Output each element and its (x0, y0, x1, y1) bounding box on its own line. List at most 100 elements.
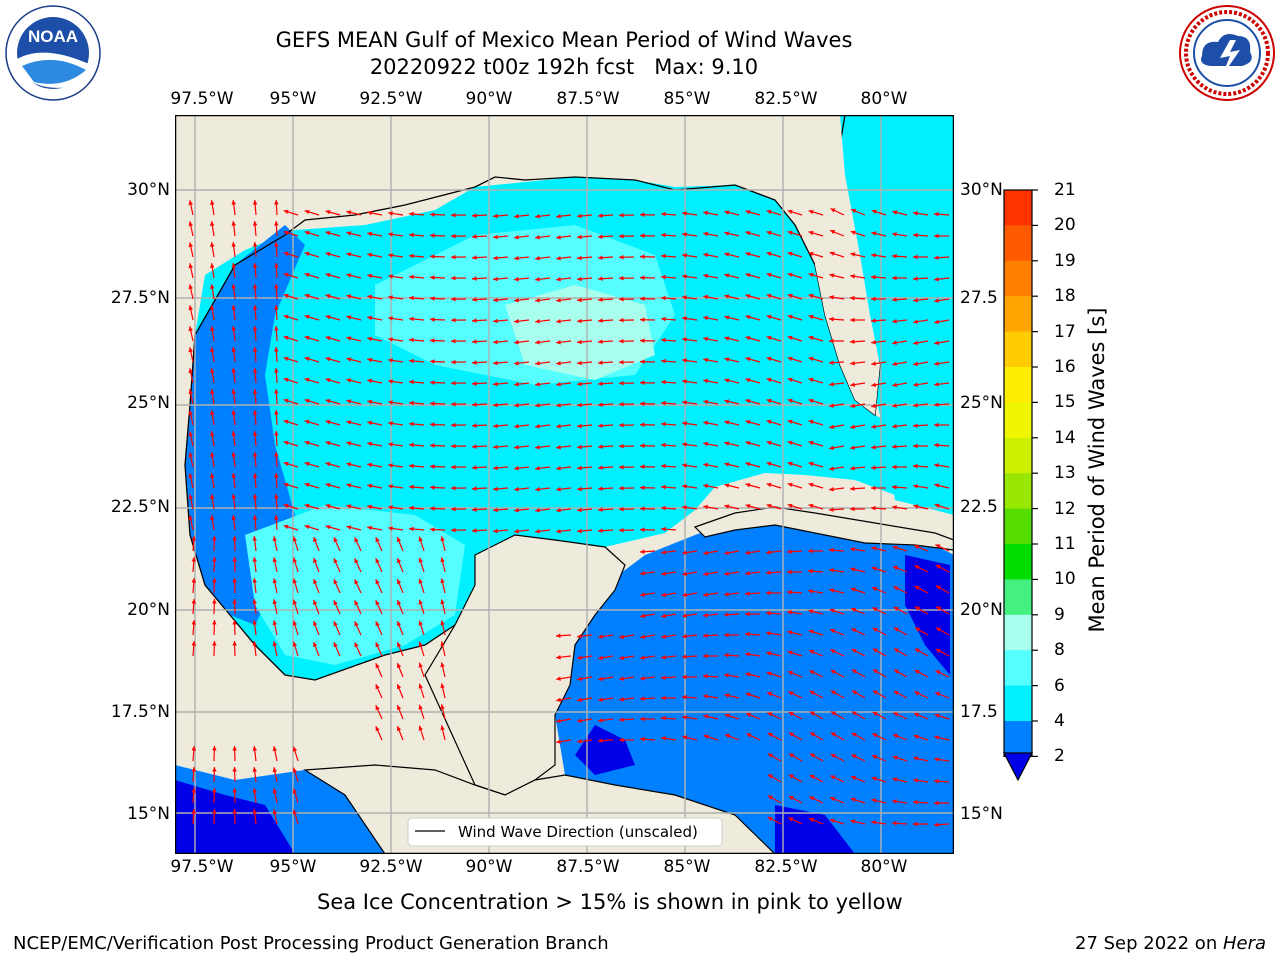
arrow-head (788, 774, 794, 779)
arrow-head (556, 508, 561, 513)
arrow-head (274, 326, 279, 331)
arrow-head (724, 210, 730, 215)
arrow-head (703, 673, 708, 679)
arrow-head (661, 316, 666, 322)
arrow-head (661, 253, 666, 259)
colorbar-cell (1004, 685, 1032, 722)
arrow-head (598, 676, 603, 681)
tick-label: 22.5°N (110, 497, 170, 517)
arrow-head (935, 627, 941, 632)
arrow-head (682, 613, 687, 618)
arrow-head (418, 683, 423, 689)
arrow-head (333, 600, 338, 606)
arrow-head (556, 718, 561, 723)
arrow-head (661, 505, 666, 511)
arrow-head (830, 208, 836, 213)
arrow-head (493, 339, 498, 345)
arrow-head (346, 294, 352, 299)
arrow-head (829, 547, 834, 553)
arrow-head (577, 697, 582, 702)
arrow-head (913, 211, 918, 216)
arrow-head (252, 410, 258, 415)
arrow-head (871, 798, 877, 803)
arrow-head (354, 558, 359, 564)
arrow-head (440, 599, 445, 605)
arrow-head (871, 424, 876, 429)
arrow-head (212, 746, 217, 751)
arrow-head (871, 820, 876, 825)
arrow-head (397, 537, 402, 543)
arrow-head (346, 231, 352, 236)
arrow-head (252, 368, 258, 373)
arrow-head (388, 337, 393, 342)
tick-label: 27.5 (960, 288, 998, 308)
arrow-head (430, 485, 435, 490)
arrow-head (188, 431, 193, 437)
arrow-head (724, 378, 730, 383)
arrow-head (787, 314, 793, 320)
arrow-head (354, 621, 359, 627)
arrow-head (788, 796, 794, 801)
arrow-head (283, 398, 289, 404)
arrow-head (893, 586, 899, 591)
arrow-head (682, 505, 687, 510)
tick-label: 82.5°W (754, 857, 818, 877)
arrow-head (724, 231, 730, 236)
arrow-head (640, 317, 645, 322)
arrow-head (188, 389, 193, 395)
arrow-head (745, 591, 750, 596)
arrow-head (619, 234, 624, 239)
arrow-head (850, 274, 855, 279)
arrow-head (810, 732, 815, 737)
arrow-head (892, 319, 897, 324)
footer-right: 27 Sep 2022 on Hera (1075, 933, 1266, 954)
arrow-head (367, 315, 373, 321)
arrow-head (514, 318, 519, 324)
arrow-head (577, 297, 582, 303)
arrow-head (346, 357, 352, 362)
florida-land (815, 115, 954, 415)
arrow-head (577, 339, 582, 345)
arrow-head (871, 253, 876, 258)
arrow-head (598, 697, 603, 702)
arrow-head (430, 317, 435, 322)
arrow-head (272, 578, 277, 584)
arrow-head (333, 537, 338, 543)
arrow-head (388, 232, 393, 237)
arrow-head (210, 515, 215, 520)
arrow-head (598, 423, 603, 428)
arrow-head (210, 200, 215, 205)
arrow-head (325, 462, 331, 467)
arrow-head (388, 463, 393, 468)
arrow-head (388, 379, 393, 384)
arrow-head (535, 403, 540, 408)
arrow-head (409, 484, 414, 490)
arrow-head (787, 630, 793, 635)
arrow-head (252, 326, 258, 331)
arrow-head (367, 294, 373, 300)
arrow-head (851, 669, 857, 674)
tick-label: 82.5°W (754, 89, 818, 109)
arrow-head (913, 423, 918, 428)
arrow-head (188, 200, 193, 206)
arrow-head (472, 528, 477, 533)
arrow-head (787, 589, 792, 595)
caribbean-deep-east (905, 555, 950, 675)
arrow-head (893, 734, 899, 739)
arrow-head (787, 377, 793, 383)
arrow-head (556, 633, 561, 638)
arrow-head (188, 263, 193, 269)
arrow-head (283, 335, 289, 341)
arrow-head (252, 284, 258, 289)
arrow-head (514, 360, 519, 366)
arrow-head (210, 410, 215, 415)
arrow-head (913, 463, 918, 469)
arrow-head (934, 713, 940, 718)
arrow-head (682, 316, 687, 321)
arrow-head (252, 452, 258, 457)
arrow-head (661, 655, 666, 660)
arrow-head (934, 277, 939, 282)
arrow-head (577, 634, 582, 639)
arrow-head (619, 717, 624, 722)
colorbar-cell (1004, 544, 1032, 580)
